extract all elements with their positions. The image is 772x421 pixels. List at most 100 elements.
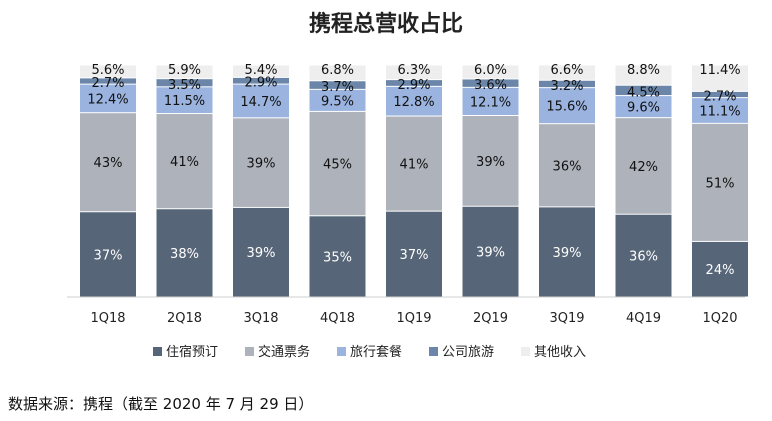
x-tick-label-3Q19: 3Q19 — [549, 311, 584, 326]
data-label-2Q19-4: 3.6% — [474, 78, 507, 93]
bar-segment-3Q18-1 — [233, 207, 289, 297]
bar-segment-3Q19-5 — [539, 65, 595, 80]
data-label-4Q19-4: 4.5% — [627, 85, 660, 100]
bar-segment-1Q19-5 — [386, 65, 442, 80]
data-label-1Q20-2: 51% — [706, 176, 735, 191]
bar-segment-2Q18-4 — [156, 79, 213, 87]
labels-layer: 37%43%12.4%2.7%5.6%38%41%11.5%3.5%5.9%39… — [87, 63, 740, 278]
data-label-4Q19-5: 8.8% — [627, 63, 660, 78]
bar-segment-2Q18-2 — [156, 114, 213, 209]
bar-segment-2Q19-1 — [462, 206, 519, 297]
data-label-1Q18-3: 12.4% — [87, 92, 128, 107]
data-label-4Q19-2: 42% — [629, 160, 658, 175]
bar-segment-2Q18-3 — [156, 87, 213, 114]
bar-segment-1Q18-4 — [80, 78, 136, 84]
bars-layer — [80, 65, 748, 297]
bar-segment-1Q20-3 — [692, 98, 748, 123]
legend-swatch-4 — [429, 347, 438, 356]
data-label-1Q19-3: 12.8% — [393, 95, 434, 110]
legend-label-3: 旅行套餐 — [350, 344, 402, 360]
bar-segment-1Q19-4 — [386, 80, 442, 86]
bar-segment-3Q19-4 — [539, 80, 595, 88]
data-label-1Q18-2: 43% — [94, 156, 123, 171]
data-label-3Q18-5: 5.4% — [244, 63, 277, 78]
bar-segment-4Q18-4 — [309, 81, 366, 89]
data-label-2Q19-1: 39% — [476, 246, 505, 261]
bar-segment-2Q18-1 — [156, 209, 213, 297]
x-axis-ticks: 1Q18 2Q18 3Q18 4Q18 1Q19 2Q19 3Q19 4Q19 1Q20 — [90, 311, 737, 326]
bar-segment-4Q19-1 — [615, 214, 672, 297]
bar-segment-1Q19-3 — [386, 86, 442, 116]
bar-segment-1Q20-1 — [692, 241, 748, 297]
x-tick-label-1Q18: 1Q18 — [90, 311, 125, 326]
bar-segment-4Q18-3 — [309, 89, 366, 111]
bar-segment-2Q19-3 — [462, 87, 519, 115]
data-label-3Q19-3: 15.6% — [546, 100, 587, 115]
bar-segment-3Q18-4 — [233, 77, 289, 84]
data-label-2Q19-3: 12.1% — [470, 95, 511, 110]
data-label-1Q19-1: 37% — [400, 248, 429, 263]
bar-segment-2Q18-5 — [156, 65, 213, 79]
bar-segment-2Q19-4 — [462, 79, 519, 87]
x-tick-label-4Q19: 4Q19 — [626, 311, 661, 326]
legend-label-4: 公司旅游 — [442, 345, 494, 360]
data-label-4Q18-5: 6.8% — [321, 63, 354, 78]
data-label-3Q19-4: 3.2% — [550, 79, 583, 94]
bar-segment-3Q18-5 — [233, 65, 289, 77]
data-label-1Q18-1: 37% — [94, 248, 123, 263]
data-label-4Q18-2: 45% — [323, 158, 352, 173]
bar-segment-3Q19-2 — [539, 124, 595, 207]
data-label-1Q19-2: 41% — [400, 158, 429, 173]
data-label-1Q19-4: 2.9% — [397, 78, 430, 93]
legend-swatch-2 — [245, 347, 254, 356]
data-label-1Q20-3: 11.1% — [699, 104, 740, 119]
data-label-3Q18-4: 2.9% — [244, 76, 277, 91]
x-tick-label-1Q19: 1Q19 — [396, 311, 431, 326]
data-label-3Q19-1: 39% — [553, 246, 582, 261]
bar-segment-1Q20-5 — [692, 65, 748, 91]
data-label-3Q18-3: 14.7% — [240, 95, 281, 110]
x-tick-label-2Q19: 2Q19 — [473, 311, 508, 326]
data-label-3Q19-5: 6.6% — [550, 63, 583, 78]
data-label-1Q19-5: 6.3% — [397, 63, 430, 78]
bar-segment-1Q20-2 — [692, 123, 748, 241]
bar-segment-1Q19-2 — [386, 116, 442, 211]
data-label-1Q18-5: 5.6% — [91, 63, 124, 78]
bar-segment-1Q19-1 — [386, 211, 442, 297]
data-label-1Q18-4: 2.7% — [91, 76, 124, 91]
legend-swatch-1 — [153, 347, 162, 356]
bar-segment-1Q18-2 — [80, 113, 136, 212]
bar-segment-4Q19-2 — [615, 118, 672, 214]
source-note: 数据来源：携程（截至 2020 年 7 月 29 日） — [8, 395, 314, 413]
bar-segment-4Q19-4 — [615, 85, 672, 96]
data-label-3Q18-1: 39% — [247, 246, 276, 261]
data-label-2Q18-2: 41% — [170, 155, 199, 170]
x-tick-label-2Q18: 2Q18 — [167, 311, 202, 326]
bar-segment-4Q18-1 — [309, 216, 366, 297]
bar-segment-1Q20-4 — [692, 91, 748, 98]
data-label-1Q20-5: 11.4% — [699, 63, 740, 78]
bar-segment-4Q18-2 — [309, 111, 366, 216]
data-label-2Q18-3: 11.5% — [164, 94, 205, 109]
data-label-3Q19-2: 36% — [553, 159, 582, 174]
bar-segment-1Q18-1 — [80, 212, 136, 297]
data-label-2Q19-2: 39% — [476, 155, 505, 170]
data-label-1Q20-4: 2.7% — [703, 90, 736, 105]
data-label-4Q18-3: 9.5% — [321, 94, 354, 109]
bar-segment-2Q19-5 — [462, 65, 519, 79]
legend-label-1: 住宿预订 — [166, 344, 218, 360]
bar-segment-1Q18-3 — [80, 84, 136, 113]
data-label-4Q19-1: 36% — [629, 250, 658, 265]
bar-segment-3Q19-1 — [539, 207, 595, 297]
data-label-4Q18-1: 35% — [323, 250, 352, 265]
bar-segment-3Q18-2 — [233, 118, 289, 207]
data-label-4Q18-4: 3.7% — [321, 80, 354, 95]
bar-segment-4Q19-3 — [615, 96, 672, 118]
x-tick-label-4Q18: 4Q18 — [320, 311, 355, 326]
data-label-3Q18-2: 39% — [247, 157, 276, 172]
legend-label-2: 交通票务 — [258, 344, 310, 360]
x-tick-label-3Q18: 3Q18 — [243, 311, 278, 326]
x-tick-label-1Q20: 1Q20 — [702, 311, 737, 326]
legend-swatch-5 — [521, 347, 530, 356]
